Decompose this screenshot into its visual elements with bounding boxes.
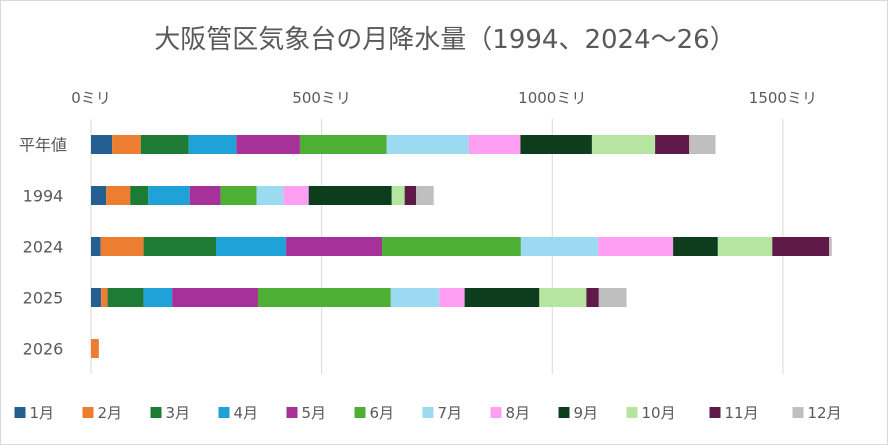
bar-segment-3-11	[598, 288, 627, 307]
legend-swatch-11	[792, 407, 804, 418]
bar-segment-2-2	[143, 237, 216, 256]
legend-label-3: 4月	[234, 404, 259, 422]
bar-segment-0-8	[520, 135, 592, 154]
legend-swatch-8	[558, 407, 570, 418]
bar-segment-3-5	[257, 288, 391, 307]
bar-segment-1-4	[189, 186, 221, 205]
category-label-1: 1994	[23, 187, 64, 206]
bar-segment-2-8	[673, 237, 718, 256]
bar-segment-1-9	[391, 186, 405, 205]
bar-segment-0-10	[655, 135, 690, 154]
bar-segment-2-9	[717, 237, 773, 256]
bar-segment-3-3	[143, 288, 173, 307]
legend-swatch-0	[14, 407, 26, 418]
bar-segment-2-10	[772, 237, 829, 256]
category-label-0: 平年値	[19, 136, 67, 155]
bar-segment-1-11	[416, 186, 434, 205]
bar-segment-2-1	[100, 237, 144, 256]
legend-swatch-6	[422, 407, 434, 418]
legend-label-4: 5月	[302, 404, 327, 422]
bar-segment-1-3	[148, 186, 190, 205]
bar-segment-1-2	[130, 186, 149, 205]
chart-title: 大阪管区気象台の月降水量（1994、2024～26）	[154, 25, 736, 55]
bar-segment-3-2	[107, 288, 144, 307]
legend-swatch-9	[626, 407, 638, 418]
bar-segment-1-5	[220, 186, 257, 205]
bar-segment-3-9	[539, 288, 587, 307]
legend-swatch-3	[218, 407, 230, 418]
bar-segment-2-3	[215, 237, 287, 256]
legend-label-9: 10月	[642, 404, 676, 422]
legend-swatch-5	[354, 407, 366, 418]
bar-segment-4-1	[91, 339, 99, 358]
bar-segment-0-11	[689, 135, 716, 154]
legend-swatch-10	[709, 407, 721, 418]
legend-label-6: 7月	[438, 404, 463, 422]
bar-segment-1-10	[404, 186, 417, 205]
bar-segment-0-7	[468, 135, 521, 154]
bar-segment-3-4	[172, 288, 258, 307]
bar-segment-0-9	[591, 135, 656, 154]
x-tick-label-1: 500ミリ	[292, 89, 351, 107]
bar-segment-1-6	[256, 186, 284, 205]
bar-segment-3-7	[439, 288, 465, 307]
bar-segment-3-1	[101, 288, 108, 307]
legend-label-1: 2月	[98, 404, 123, 422]
bar-segment-1-8	[308, 186, 392, 205]
legend-label-8: 9月	[574, 404, 599, 422]
legend-label-0: 1月	[30, 404, 55, 422]
bar-segment-0-5	[299, 135, 387, 154]
legend-swatch-2	[150, 407, 162, 418]
bar-segment-1-7	[283, 186, 309, 205]
bar-segment-2-11	[829, 237, 832, 256]
bar-segment-3-6	[390, 288, 440, 307]
bar-segment-3-8	[464, 288, 540, 307]
x-tick-label-2: 1000ミリ	[518, 89, 586, 107]
bar-segment-2-6	[520, 237, 598, 256]
bar-segment-2-5	[382, 237, 521, 256]
category-label-3: 2025	[23, 289, 64, 308]
bar-segment-2-0	[91, 237, 101, 256]
bar-segment-3-10	[586, 288, 599, 307]
bar-segment-3-0	[91, 288, 102, 307]
bar-segment-2-7	[597, 237, 674, 256]
bar-segment-2-4	[286, 237, 383, 256]
bar-segment-0-1	[112, 135, 141, 154]
bar-segment-0-6	[386, 135, 469, 154]
category-label-2: 2024	[23, 238, 64, 257]
legend-label-7: 8月	[506, 404, 531, 422]
x-tick-label-3: 1500ミリ	[749, 89, 817, 107]
bar-segment-1-0	[91, 186, 107, 205]
legend-label-2: 3月	[166, 404, 191, 422]
legend-swatch-7	[490, 407, 502, 418]
legend-swatch-1	[82, 407, 94, 418]
bar-segment-0-3	[188, 135, 237, 154]
legend-label-11: 12月	[808, 404, 842, 422]
category-label-4: 2026	[23, 340, 64, 359]
bar-segment-0-2	[140, 135, 189, 154]
legend-label-10: 11月	[725, 404, 759, 422]
legend-label-5: 6月	[370, 404, 395, 422]
bar-segment-0-4	[236, 135, 300, 154]
legend-swatch-4	[286, 407, 298, 418]
x-tick-label-0: 0ミリ	[71, 89, 111, 107]
bar-segment-1-1	[106, 186, 131, 205]
bar-segment-0-0	[91, 135, 113, 154]
